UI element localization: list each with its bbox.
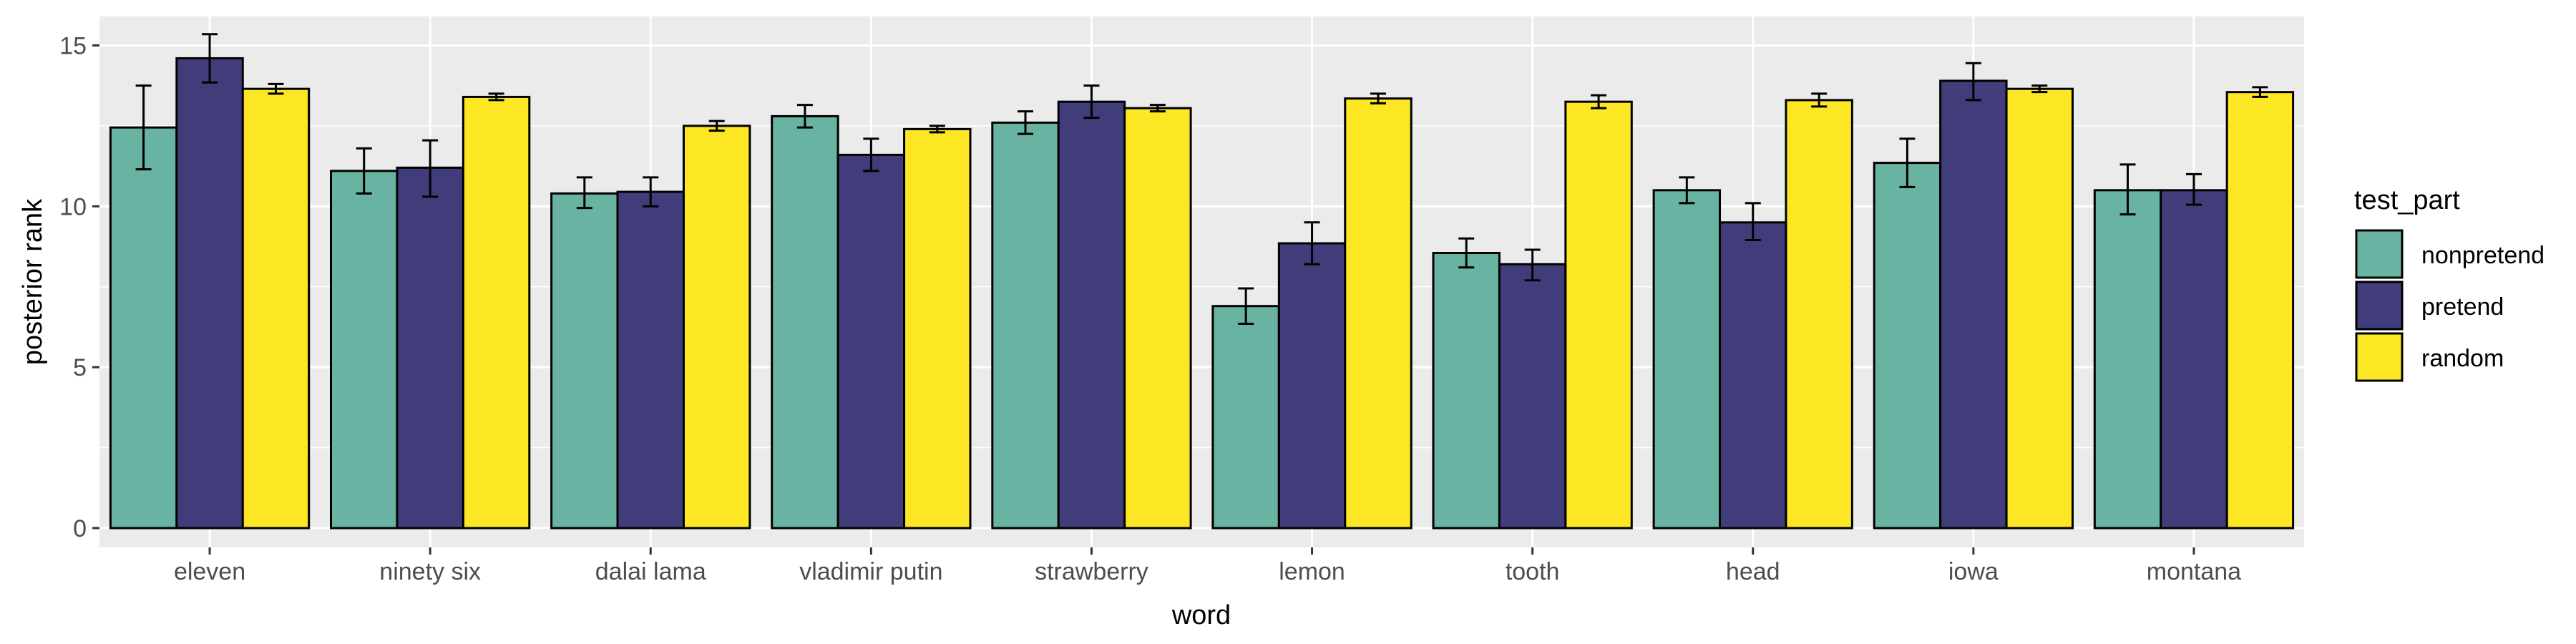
error-bar-pretend xyxy=(1745,202,1761,242)
error-bar-random xyxy=(1149,104,1166,113)
error-bar-random xyxy=(929,125,945,134)
legend-item-pretend: pretend xyxy=(2355,280,2504,331)
error-bar-nonpretend xyxy=(135,84,152,171)
bar-random xyxy=(1123,107,1192,530)
error-bar-nonpretend xyxy=(2119,163,2136,216)
x-tick-label: ninety six xyxy=(379,558,481,585)
bar-pretend xyxy=(1277,242,1347,530)
bar-pretend xyxy=(175,57,244,530)
x-tick-label: iowa xyxy=(1948,558,1999,585)
error-bar-nonpretend xyxy=(1899,137,1916,188)
legend-item-nonpretend: nonpretend xyxy=(2355,229,2545,279)
legend-swatch xyxy=(2355,332,2404,382)
error-bar-pretend xyxy=(1524,248,1541,282)
x-tick-label: tooth xyxy=(1506,558,1560,585)
error-bar-pretend xyxy=(643,176,659,208)
legend-item-random: random xyxy=(2355,332,2504,382)
x-tick-label: vladimir putin xyxy=(799,558,942,585)
bar-pretend xyxy=(616,190,685,530)
bar-random xyxy=(903,127,972,530)
y-tick-label: 5 xyxy=(73,354,87,381)
error-bar-pretend xyxy=(202,33,218,84)
bar-nonpretend xyxy=(1652,189,1722,530)
bar-random xyxy=(1564,100,1633,530)
error-bar-random xyxy=(1811,92,1828,108)
error-bar-pretend xyxy=(1965,62,1981,102)
bar-nonpretend xyxy=(109,126,178,530)
x-axis: eleven ninety six dalai lama vladimir putin… xyxy=(174,547,2241,585)
x-tick-label: head xyxy=(1726,558,1780,585)
legend: test_part nonpretend pretend random xyxy=(2354,185,2545,382)
bar-pretend xyxy=(1719,221,1787,530)
bar-nonpretend xyxy=(2093,189,2162,530)
x-axis-title: word xyxy=(1171,600,1231,630)
error-bar-nonpretend xyxy=(1018,110,1034,135)
error-bar-random xyxy=(2031,84,2048,94)
error-bar-nonpretend xyxy=(1458,237,1475,269)
error-bar-nonpretend xyxy=(576,176,592,210)
bar-nonpretend xyxy=(330,170,399,530)
x-tick-label: lemon xyxy=(1279,558,1345,585)
bar-random xyxy=(241,87,311,530)
error-bar-pretend xyxy=(2185,172,2202,206)
x-tick-label: eleven xyxy=(174,558,245,585)
bar-pretend xyxy=(1057,100,1126,530)
y-axis-title: posterior rank xyxy=(18,198,48,365)
legend-label: random xyxy=(2421,345,2504,372)
error-bar-random xyxy=(708,119,725,132)
error-bar-random xyxy=(1370,92,1386,104)
error-bar-nonpretend xyxy=(356,147,372,195)
error-bar-nonpretend xyxy=(1679,176,1695,205)
bar-nonpretend xyxy=(550,192,619,530)
x-tick-label: montana xyxy=(2147,558,2241,585)
y-axis: 0 5 10 15 xyxy=(59,32,99,542)
error-bar-random xyxy=(1591,94,1607,109)
bars xyxy=(109,57,2295,530)
error-bar-random xyxy=(2252,86,2268,98)
legend-swatch xyxy=(2355,280,2404,331)
bar-nonpretend xyxy=(1432,252,1501,530)
y-tick-label: 15 xyxy=(59,32,87,59)
bar-random xyxy=(462,95,531,530)
bar-random xyxy=(2005,87,2074,530)
bar-random xyxy=(1785,99,1853,530)
legend-swatch xyxy=(2355,229,2404,279)
bar-nonpretend xyxy=(771,114,839,530)
error-bars xyxy=(135,33,2268,325)
error-bar-nonpretend xyxy=(796,104,813,129)
error-bar-nonpretend xyxy=(1238,287,1254,325)
bar-pretend xyxy=(836,153,906,530)
y-tick-label: 0 xyxy=(73,515,87,542)
error-bar-random xyxy=(268,82,284,95)
y-tick-label: 10 xyxy=(59,193,87,220)
legend-label: pretend xyxy=(2421,293,2504,321)
bar-pretend xyxy=(396,166,464,530)
bar-random xyxy=(682,125,751,530)
error-bar-random xyxy=(488,92,504,102)
bar-nonpretend xyxy=(1211,305,1280,530)
bar-nonpretend xyxy=(1873,162,1942,530)
bar-pretend xyxy=(2160,189,2228,530)
bar-nonpretend xyxy=(991,121,1060,530)
bar-pretend xyxy=(1939,79,2008,530)
bar-random xyxy=(2225,91,2295,530)
error-bar-pretend xyxy=(422,139,439,198)
error-bar-pretend xyxy=(1304,221,1320,265)
bar-pretend xyxy=(1498,263,1567,530)
x-tick-label: dalai lama xyxy=(595,558,706,585)
legend-label: nonpretend xyxy=(2421,242,2545,269)
legend-title: test_part xyxy=(2354,185,2460,215)
error-bar-pretend xyxy=(1083,84,1100,119)
error-bar-pretend xyxy=(863,137,879,172)
bar-random xyxy=(1344,97,1413,530)
x-tick-label: strawberry xyxy=(1035,558,1148,585)
